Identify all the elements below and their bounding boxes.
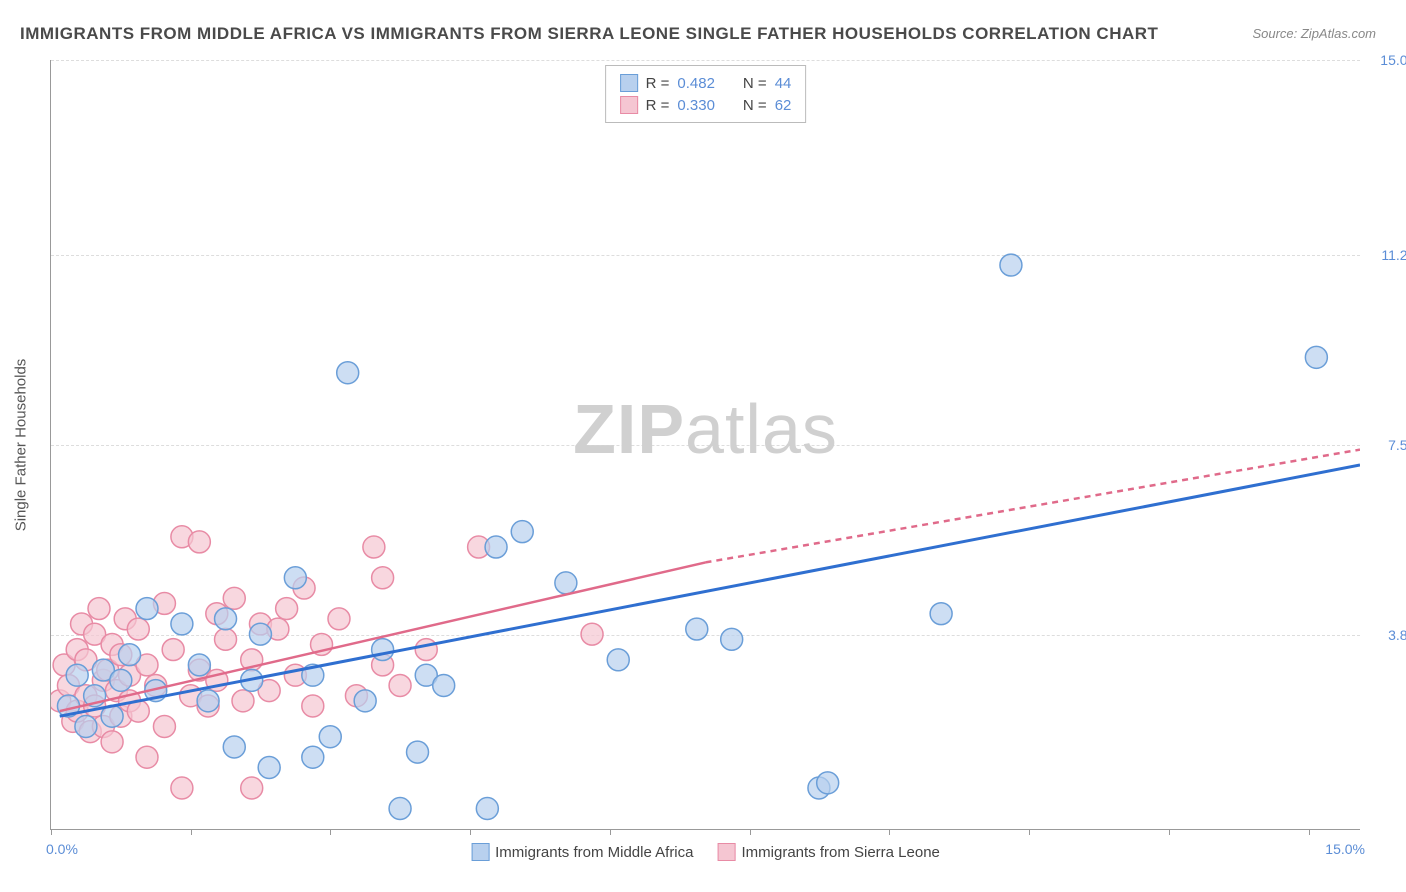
x-tick — [470, 829, 471, 835]
y-tick-label: 7.5% — [1365, 437, 1406, 453]
r-value-0: 0.482 — [677, 75, 715, 92]
legend-label-0: Immigrants from Middle Africa — [495, 844, 693, 861]
r-label-0: R = — [646, 75, 670, 92]
r-value-1: 0.330 — [677, 97, 715, 114]
n-value-0: 44 — [775, 75, 792, 92]
legend-label-1: Immigrants from Sierra Leone — [741, 844, 939, 861]
correlation-legend: R = 0.482 N = 44 R = 0.330 N = 62 — [605, 65, 807, 123]
x-tick — [889, 829, 890, 835]
x-tick — [191, 829, 192, 835]
y-axis-title: Single Father Households — [13, 358, 30, 531]
x-tick — [1169, 829, 1170, 835]
legend-row-1: R = 0.330 N = 62 — [620, 94, 792, 116]
n-label-0: N = — [743, 75, 767, 92]
chart-title: IMMIGRANTS FROM MIDDLE AFRICA VS IMMIGRA… — [20, 24, 1158, 44]
x-tick — [610, 829, 611, 835]
x-tick — [750, 829, 751, 835]
legend-swatch-pink — [620, 96, 638, 114]
series-legend: Immigrants from Middle Africa Immigrants… — [471, 843, 940, 861]
r-label-1: R = — [646, 97, 670, 114]
plot-area: Single Father Households ZIPatlas R = 0.… — [50, 60, 1360, 830]
x-tick — [1309, 829, 1310, 835]
x-tick — [330, 829, 331, 835]
x-axis-min-label: 0.0% — [46, 841, 78, 857]
legend-swatch-blue — [620, 74, 638, 92]
x-axis-max-label: 15.0% — [1325, 841, 1365, 857]
x-tick — [51, 829, 52, 835]
n-value-1: 62 — [775, 97, 792, 114]
x-tick — [1029, 829, 1030, 835]
legend-item-middle-africa: Immigrants from Middle Africa — [471, 843, 693, 861]
legend-row-0: R = 0.482 N = 44 — [620, 72, 792, 94]
n-label-1: N = — [743, 97, 767, 114]
y-tick-label: 11.2% — [1365, 247, 1406, 263]
chart-svg — [51, 60, 1360, 829]
legend-item-sierra-leone: Immigrants from Sierra Leone — [717, 843, 939, 861]
legend-swatch-blue-2 — [471, 843, 489, 861]
y-tick-label: 15.0% — [1365, 52, 1406, 68]
y-tick-label: 3.8% — [1365, 627, 1406, 643]
legend-swatch-pink-2 — [717, 843, 735, 861]
source-attribution: Source: ZipAtlas.com — [1252, 26, 1376, 41]
